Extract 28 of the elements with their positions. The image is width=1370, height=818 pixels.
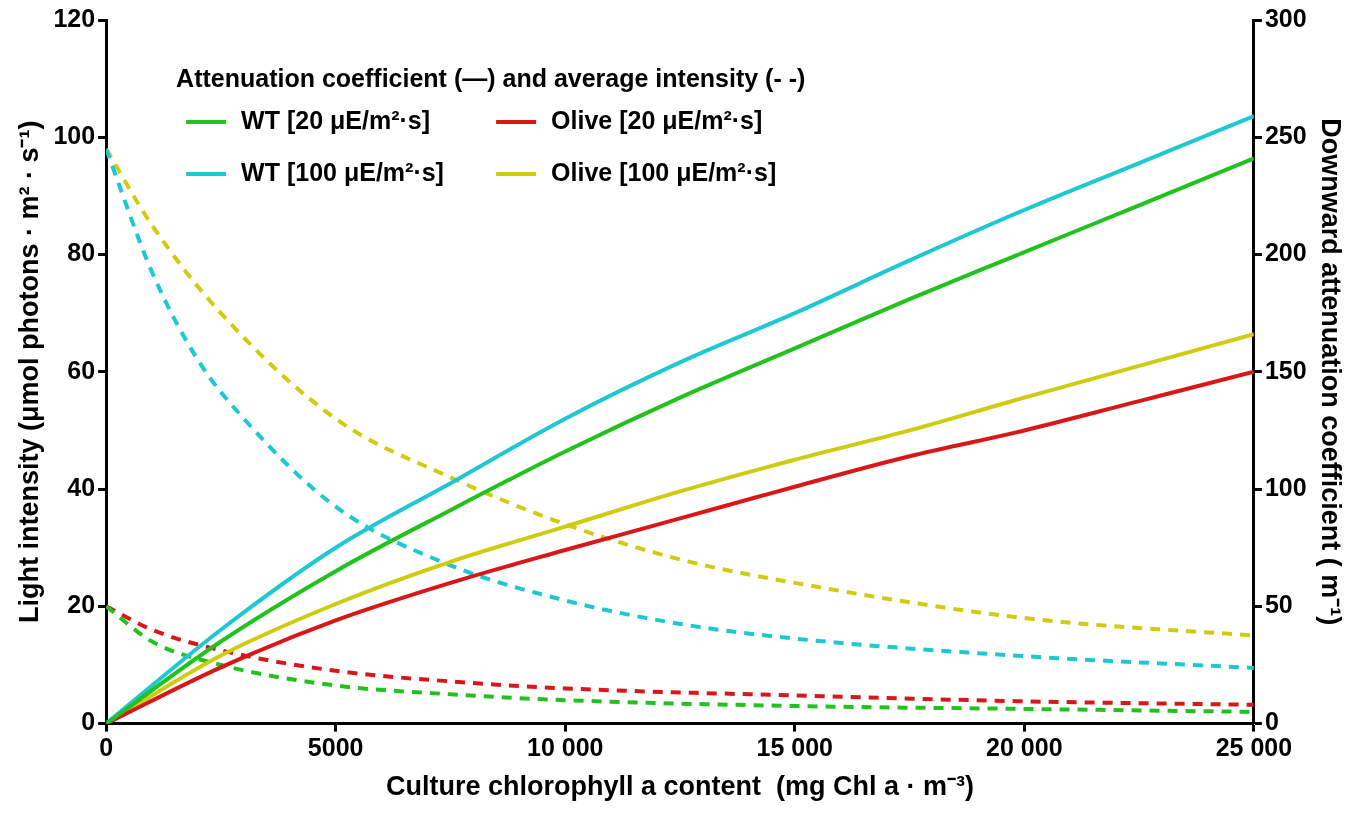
y2-tick-label: 200: [1264, 238, 1307, 267]
x-tick-label: 25 000: [1215, 733, 1293, 762]
y2-tick-label: 300: [1264, 3, 1307, 32]
y2-tick-label: 250: [1264, 121, 1307, 150]
x-tick-label: 0: [99, 733, 114, 762]
y2-tick-label: 150: [1264, 355, 1307, 384]
legend-label: Olive [20 μE/m²·s]: [551, 105, 763, 134]
y-tick-label: 40: [67, 472, 96, 501]
legend-label: Olive [100 μE/m²·s]: [551, 157, 777, 186]
y-tick-label: 0: [81, 707, 96, 736]
legend-title: Attenuation coefficient (—) and average intensity (- -): [176, 63, 806, 92]
x-tick-label: 10 000: [526, 733, 604, 762]
y-tick-label: 120: [53, 3, 96, 32]
legend-label: WT [100 μE/m²·s]: [241, 157, 444, 186]
y-tick-label: 60: [67, 355, 96, 384]
x-tick-label: 5000: [307, 733, 364, 762]
y2-tick-label: 50: [1264, 590, 1293, 619]
x-tick-label: 20 000: [986, 733, 1063, 762]
y-tick-label: 80: [67, 238, 96, 267]
y-tick-label: 20: [67, 590, 96, 619]
y2-tick-label: 100: [1264, 472, 1307, 501]
legend-label: WT [20 μE/m²·s]: [241, 105, 431, 134]
y2-tick-label: 0: [1264, 707, 1279, 736]
y-axis-title: Light intensity (μmol photons · m² · s⁻¹): [13, 120, 44, 624]
y2-axis-title: Downward attenuation coefficient ( m⁻¹): [1316, 118, 1347, 626]
y-tick-label: 100: [53, 121, 96, 150]
x-axis-title: Culture chlorophyll a content (mg Chl a · m⁻³): [385, 771, 975, 802]
x-tick-label: 15 000: [756, 733, 834, 762]
